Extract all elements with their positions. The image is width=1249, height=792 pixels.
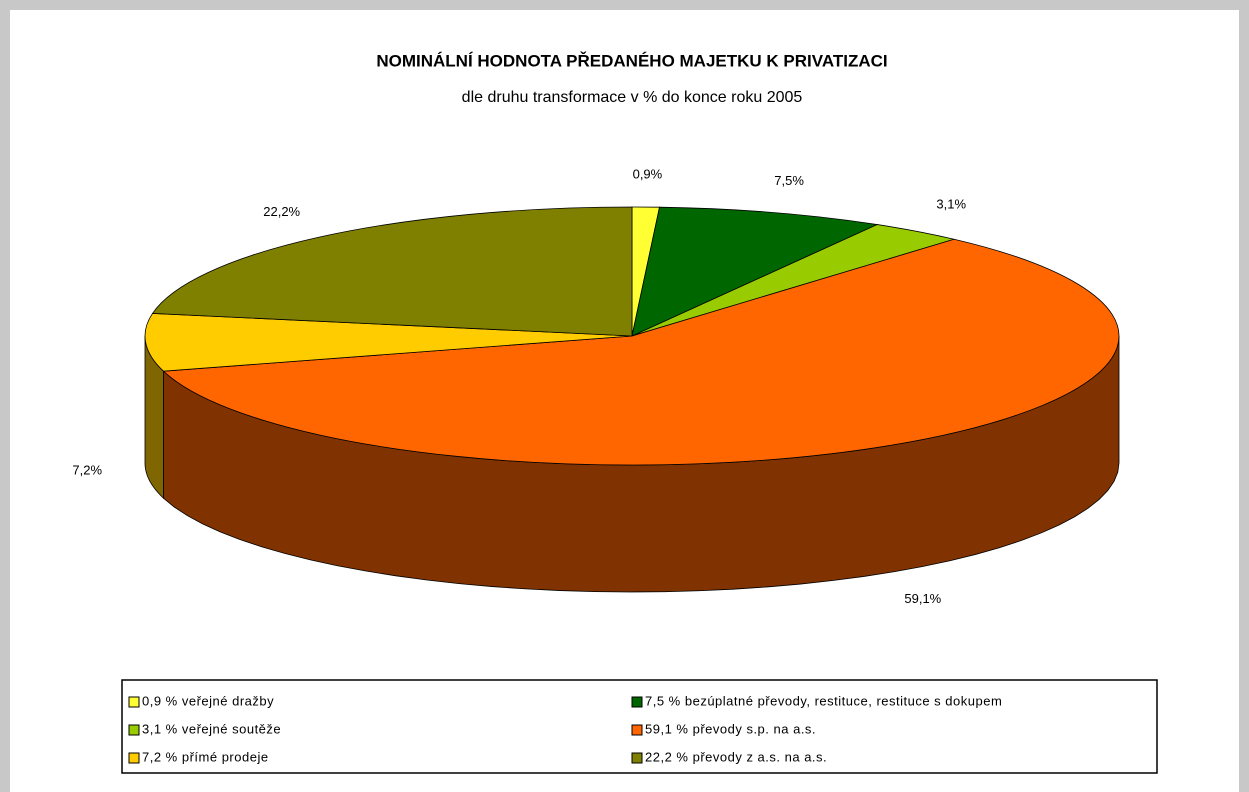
legend-swatch: [128, 696, 140, 708]
data-label: 59,1%: [904, 591, 941, 606]
chart-subtitle: dle druhu transformace v % do konce roku…: [462, 89, 803, 106]
legend-swatch: [128, 724, 140, 736]
legend-label: 59,1 % převody s.p. na a.s.: [645, 721, 816, 736]
data-label: 22,2%: [263, 204, 300, 219]
legend-swatch: [128, 752, 140, 764]
legend-swatch: [631, 752, 643, 764]
data-label: 3,1%: [936, 197, 966, 212]
slice: [151, 206, 633, 337]
legend-label: 22,2 % převody z a.s. na a.s.: [645, 749, 827, 764]
data-label: 7,5%: [774, 173, 804, 188]
legend-swatch: [631, 724, 643, 736]
data-label: 0,9%: [633, 166, 663, 181]
legend-label: 7,2 % přímé prodeje: [142, 749, 269, 764]
legend-swatch: [631, 696, 643, 708]
slice: [631, 206, 879, 337]
slice: [162, 238, 1120, 466]
legend-label: 0,9 % veřejné dražby: [142, 693, 274, 708]
legend-label: 3,1 % veřejné soutěže: [142, 721, 281, 736]
legend: 0,9 % veřejné dražby 7,5 % bezúplatné pře…: [128, 693, 1002, 764]
legend-label: 7,5 % bezúplatné převody, restituce, res…: [645, 693, 1002, 708]
slice: [144, 313, 633, 372]
data-label: 7,2%: [72, 463, 102, 478]
chart-title: NOMINÁLNÍ HODNOTA PŘEDANÉHO MAJETKU K PR…: [376, 51, 887, 70]
